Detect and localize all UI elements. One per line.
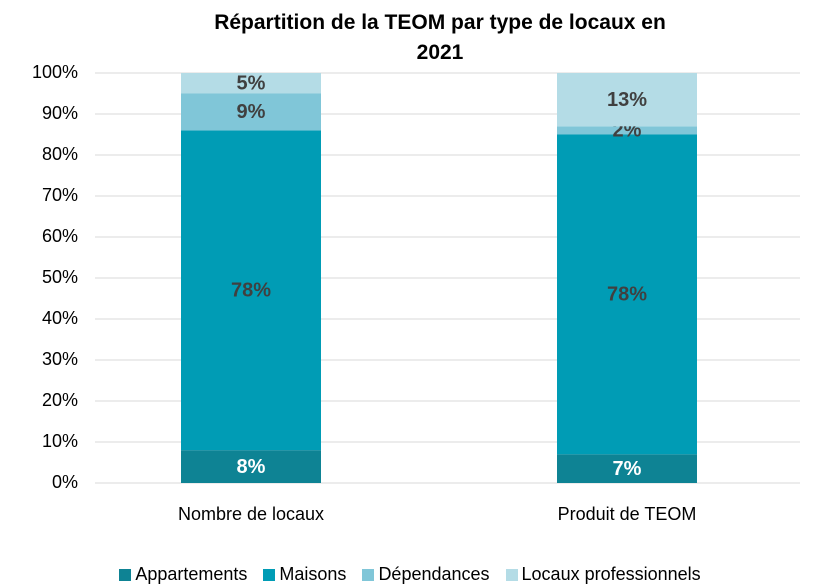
y-tick-label: 80% xyxy=(42,144,78,164)
data-label: 13% xyxy=(607,89,647,111)
legend-swatch xyxy=(263,568,276,581)
y-tick-label: 20% xyxy=(42,390,78,410)
y-tick-label: 0% xyxy=(52,472,78,492)
y-tick-label: 70% xyxy=(42,185,78,205)
bar-segment xyxy=(557,454,697,483)
bar-segment xyxy=(181,130,321,451)
data-label: 78% xyxy=(231,280,271,302)
legend-item: Dépendances xyxy=(362,564,490,585)
bar-segment xyxy=(557,134,697,455)
legend-item: Locaux professionnels xyxy=(505,564,701,585)
chart-title: Répartition de la TEOM par type de locau… xyxy=(214,11,666,64)
legend-label: Maisons xyxy=(279,564,347,584)
legend-label: Appartements xyxy=(135,564,248,584)
y-tick-label: 90% xyxy=(42,103,78,123)
legend-swatch xyxy=(362,568,375,581)
bar-segment xyxy=(181,450,321,483)
legend-swatch xyxy=(119,568,132,581)
x-tick-label: Nombre de locaux xyxy=(178,504,324,524)
x-tick-label: Produit de TEOM xyxy=(558,504,697,524)
legend: Appartements Maisons Dépendances Locaux pro… xyxy=(0,564,820,585)
legend-label: Locaux professionnels xyxy=(521,564,701,584)
data-label: 78% xyxy=(607,284,647,306)
bar-segment xyxy=(181,73,321,94)
legend-item: Maisons xyxy=(263,564,346,585)
legend-label: Dépendances xyxy=(378,564,490,584)
legend-swatch xyxy=(505,568,518,581)
bar-segment xyxy=(557,73,697,127)
legend-item: Appartements xyxy=(119,564,247,585)
y-tick-label: 50% xyxy=(42,267,78,287)
data-label: 5% xyxy=(237,73,266,95)
bar-segment xyxy=(557,126,697,135)
y-tick-label: 100% xyxy=(32,62,78,82)
y-tick-label: 40% xyxy=(42,308,78,328)
data-label: 7% xyxy=(613,458,642,480)
y-tick-label: 30% xyxy=(42,349,78,369)
y-tick-label: 10% xyxy=(42,431,78,451)
data-label: 9% xyxy=(237,101,266,123)
bar-segment xyxy=(181,93,321,131)
data-label: 8% xyxy=(237,456,266,478)
y-tick-label: 60% xyxy=(42,226,78,246)
